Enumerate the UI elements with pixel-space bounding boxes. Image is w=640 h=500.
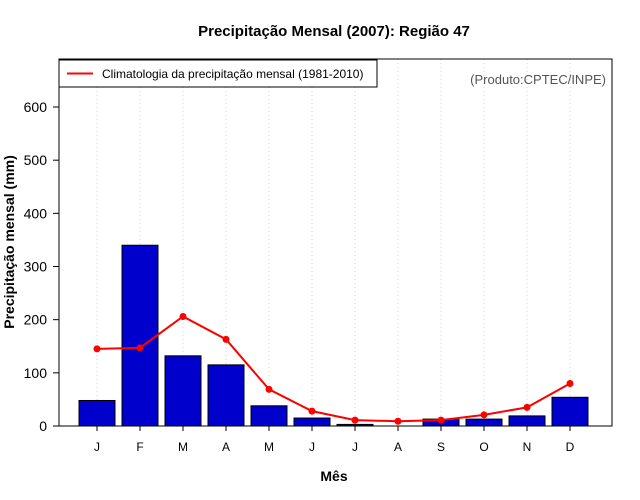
plot-frame — [58, 58, 613, 427]
climatology-series — [93, 312, 574, 425]
x-tick-label: A — [222, 440, 230, 454]
climatology-point-5 — [308, 407, 316, 415]
bar-2 — [164, 355, 202, 427]
x-tick-label: M — [178, 440, 188, 454]
x-tick-label: J — [94, 440, 100, 454]
y-tick-label: 500 — [24, 152, 48, 168]
legend-label: Climatologia da precipitação mensal (198… — [102, 67, 363, 81]
climatology-point-11 — [566, 379, 574, 387]
bar-4 — [250, 405, 288, 427]
bar-10 — [508, 415, 546, 427]
climatology-point-1 — [136, 344, 144, 352]
x-tick-label: A — [394, 440, 402, 454]
x-axis-title: Mês — [320, 468, 347, 484]
x-tick-label: N — [523, 440, 532, 454]
x-tick-label: S — [437, 440, 445, 454]
legend-box — [58, 59, 378, 88]
bar-1 — [121, 244, 159, 427]
bar-9 — [465, 418, 503, 427]
x-tick-label: O — [479, 440, 488, 454]
climatology-point-10 — [523, 403, 531, 411]
y-tick-label: 100 — [24, 365, 48, 381]
y-tick-label: 400 — [24, 205, 48, 221]
y-axis: 0 100 200 300 400 500 600 — [24, 99, 59, 434]
bar-3 — [207, 364, 245, 427]
climatology-point-7 — [394, 417, 402, 425]
product-credit: (Produto:CPTEC/INPE) — [470, 72, 606, 87]
x-tick-label: M — [264, 440, 274, 454]
bar-0 — [78, 399, 116, 427]
y-axis-title: Precipitação mensal (mm) — [1, 155, 17, 329]
climatology-point-9 — [480, 411, 488, 419]
climatology-point-2 — [179, 312, 187, 320]
x-tick-label: D — [566, 440, 575, 454]
climatology-point-6 — [351, 416, 359, 424]
climatology-point-3 — [222, 335, 230, 343]
legend: Climatologia da precipitação mensal (198… — [58, 59, 378, 88]
bar-5 — [293, 417, 331, 427]
bar-11 — [551, 396, 589, 427]
y-tick-label: 300 — [24, 259, 48, 275]
climatology-point-8 — [437, 416, 445, 424]
x-tick-label: J — [309, 440, 315, 454]
climatology-point-0 — [93, 345, 101, 353]
x-tick-label: J — [352, 440, 358, 454]
bar-series — [78, 244, 589, 427]
x-tick-label: F — [136, 440, 143, 454]
climatology-line — [96, 315, 571, 423]
y-tick-label: 600 — [24, 99, 48, 115]
chart-title: Precipitação Mensal (2007): Região 47 — [198, 23, 470, 40]
climatology-point-4 — [265, 385, 273, 393]
y-tick-label: 0 — [39, 418, 47, 434]
y-tick-label: 200 — [24, 312, 48, 328]
